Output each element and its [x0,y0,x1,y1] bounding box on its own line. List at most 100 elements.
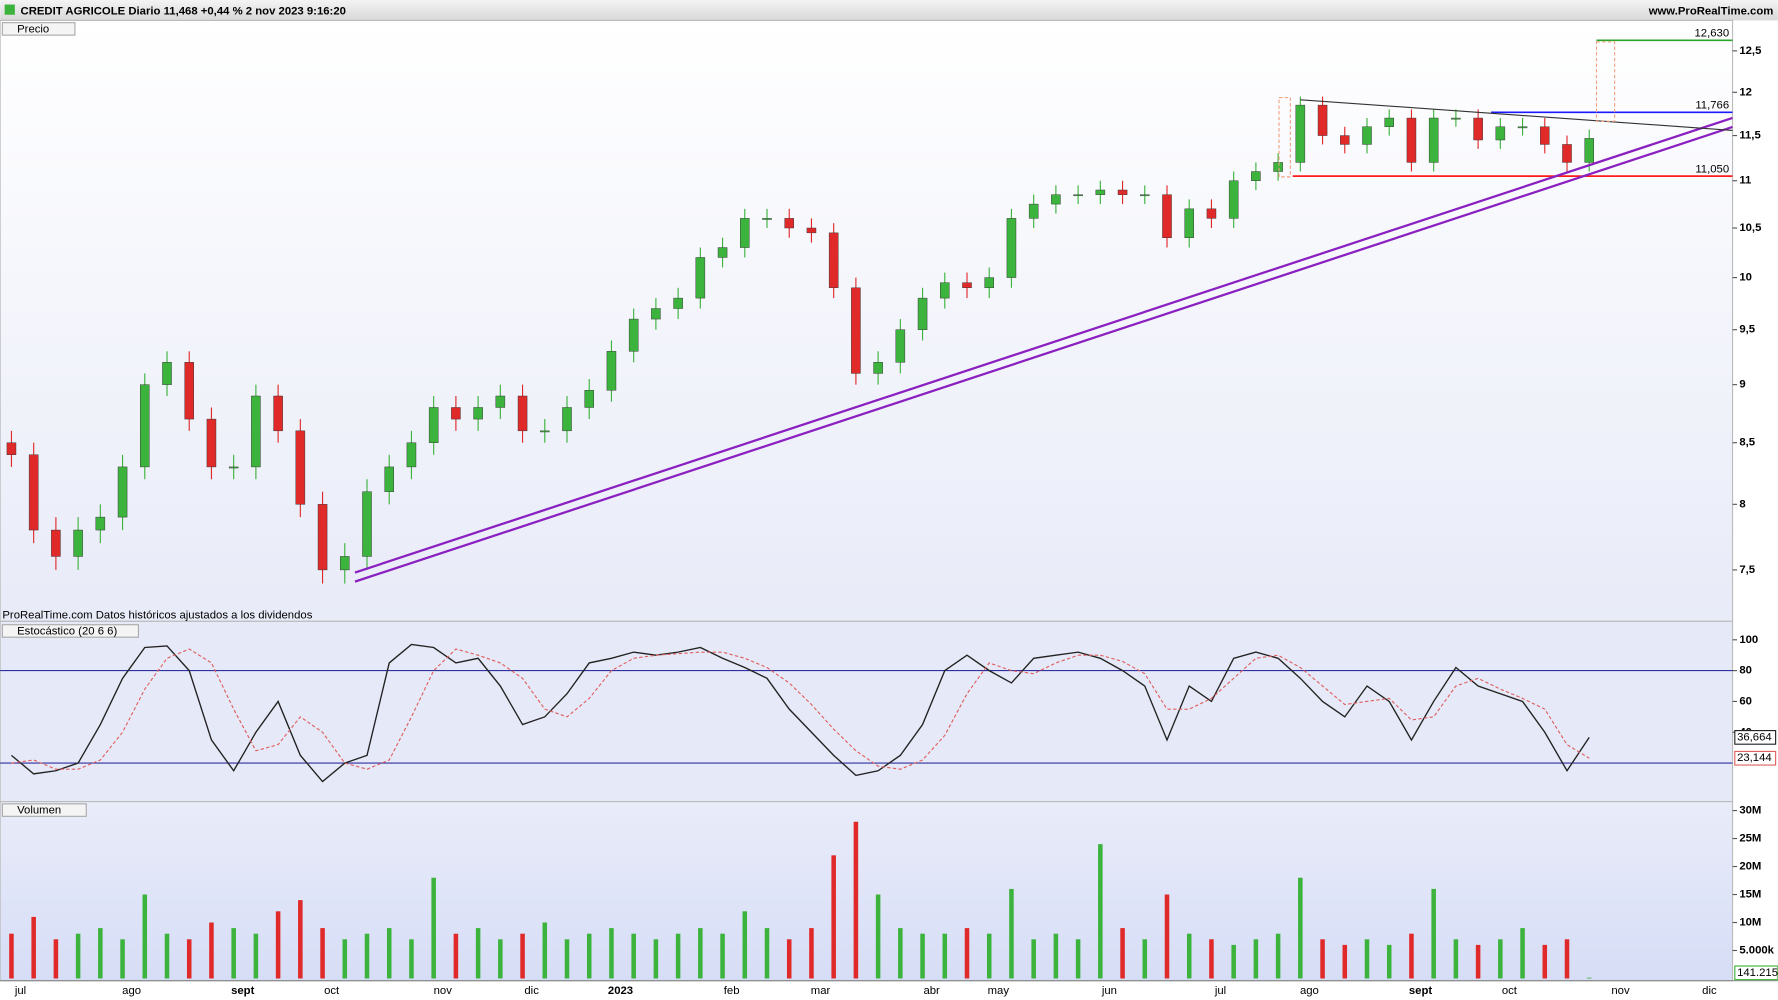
candle-body [517,395,528,432]
candle-body [1317,104,1328,136]
volume-bar [586,933,592,979]
candle-body [917,297,928,330]
candle-body [406,442,417,468]
volume-bar [275,911,281,979]
volume-bar [898,928,903,979]
volume-bar [742,911,748,979]
volume-bar [986,933,992,979]
y-tick-label: 60 [1739,695,1752,707]
candle-body [428,407,439,443]
candle-body [1517,126,1528,129]
y-tick-label: 25M [1739,833,1761,845]
trendline [1300,99,1733,131]
panel-tab[interactable] [1,624,139,638]
volume-bar [31,916,36,979]
candle-body [1184,208,1194,238]
panel-tab[interactable] [1,803,87,817]
volume-bar [453,933,459,979]
candle-body [28,454,39,531]
volume-bar [853,821,859,979]
last-value-label: 23,144 [1737,752,1772,764]
x-tick-label: mar [811,985,831,997]
volume-bar [1431,888,1436,979]
candle-body [851,287,861,374]
candle-body [317,504,328,571]
volume-bar [1542,944,1548,979]
y-tick-label: 9 [1739,379,1745,391]
last-value-box [1734,730,1777,745]
volume-bar [253,933,259,979]
candle-body [717,247,728,258]
projection-box [1595,41,1616,122]
candle-body [95,516,106,531]
volume-bar [564,939,570,979]
price-level-label: 11,050 [1695,163,1729,175]
candle-body [1206,208,1217,219]
candle-body [1473,117,1483,141]
volume-bar [120,939,125,979]
volume-bar [1053,933,1059,979]
y-tick-label: 7,5 [1739,564,1755,576]
volume-bar [720,933,725,979]
price-panel [0,19,1734,622]
header-site[interactable]: www.ProRealTime.com [1648,5,1774,17]
candle-body [784,218,794,229]
candle-body [228,466,239,469]
volume-bar [386,928,392,979]
candle-body [940,282,950,299]
volume-bar [53,939,59,979]
last-value-label: 36,664 [1737,731,1772,743]
trendline [354,116,1733,574]
x-tick-label: sept [1409,985,1433,997]
candle-body [1073,194,1083,197]
volume-bar [1453,939,1459,979]
volume-bar [786,939,792,979]
candle-body [540,430,550,433]
candle-body [251,395,261,468]
candle-body [1006,218,1017,278]
volume-bar [520,933,525,979]
x-tick-label: abr [923,985,940,997]
volume-bar [142,894,148,979]
volume-bar [631,933,636,979]
volume-bar [920,933,925,979]
volume-bar [1098,844,1103,979]
candle-body [628,318,639,352]
candle-body [1540,126,1550,145]
candle-body [584,390,594,408]
candle-body [1295,104,1306,163]
candle-body [6,442,17,455]
y-tick-label: 10 [1739,272,1752,284]
volume-bar [698,928,703,979]
volume-bar [75,933,81,979]
candle-body [162,362,172,385]
stoch-panel [0,620,1734,803]
candle-body [206,418,217,468]
volume-bar [1253,939,1259,979]
candle-body [895,329,906,363]
x-tick-label: jul [14,985,26,997]
candle-body [806,227,817,234]
y-tick-label: 11 [1739,175,1751,187]
x-tick-label: nov [434,985,453,997]
candle-body [1228,180,1239,219]
candle-body [140,384,150,468]
volume-bar [1186,933,1192,979]
x-tick-label: nov [1611,985,1630,997]
candle-body [1428,117,1439,163]
header-bar [0,0,1778,21]
y-tick-label: 20M [1739,861,1761,873]
panel-tab[interactable] [1,22,76,36]
volume-bar [1520,928,1525,979]
volume-bar [1409,933,1414,979]
candle-body [984,277,994,289]
volume-bar [9,933,14,979]
volume-bar [1320,939,1325,979]
volume-bar [475,928,481,979]
candle-body [73,529,83,557]
price-level-label: 12,630 [1694,28,1729,40]
volume-bar [609,928,614,979]
volume-bar [1120,928,1125,979]
y-tick-label: 30M [1739,805,1761,817]
volume-panel [0,801,1734,982]
